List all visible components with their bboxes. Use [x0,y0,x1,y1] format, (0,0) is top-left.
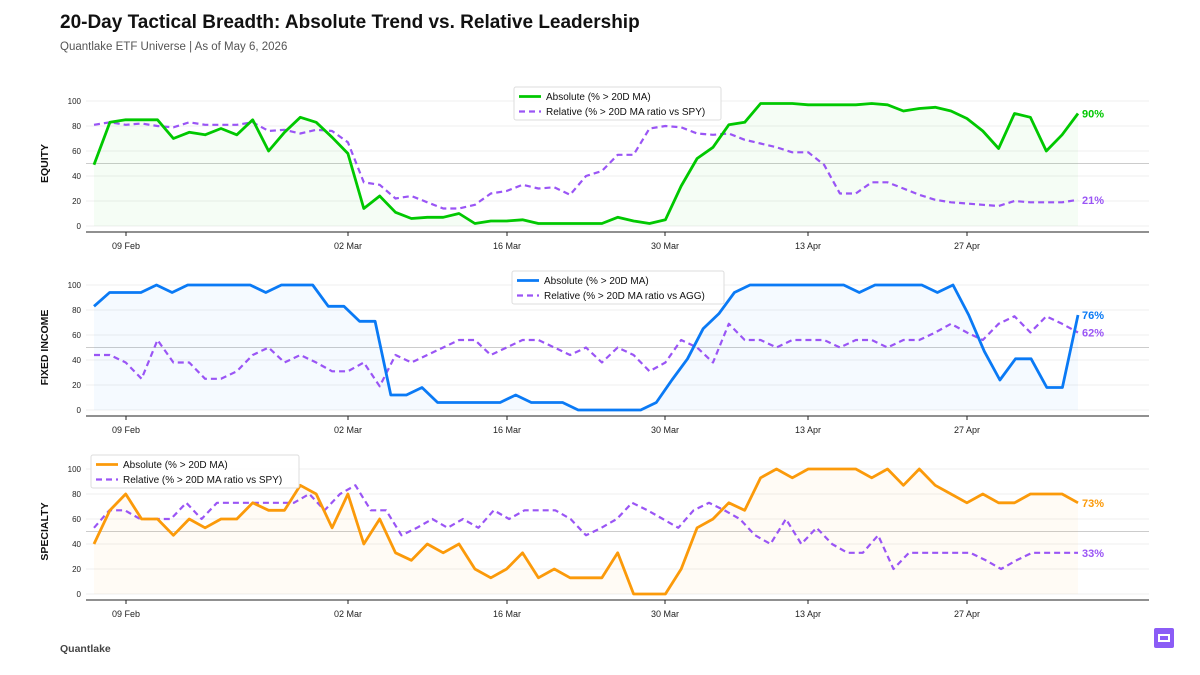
legend-box [511,270,725,305]
logo-icon [1154,628,1174,648]
y-tick-label: 60 [72,515,81,524]
y-tick-label: 100 [68,281,82,290]
absolute-line [92,102,1080,225]
panel-ylabel: EQUITY [39,144,51,183]
legend-label-absolute: Absolute (% > 20D MA) [123,460,228,471]
absolute-end-label: 73% [1082,498,1104,510]
x-tick-label: 16 Mar [493,425,521,435]
y-tick-label: 0 [77,222,82,231]
y-tick-label: 20 [72,197,81,206]
legend-label-absolute: Absolute (% > 20D MA) [546,92,651,103]
legend: Absolute (% > 20D MA) Relative (% > 20D M… [513,86,722,121]
absolute-area [94,103,1078,226]
chart-title: 20-Day Tactical Breadth: Absolute Trend … [60,12,640,33]
relative-line [93,484,1078,571]
x-tick-label: 13 Apr [795,425,821,435]
x-tick-label: 27 Apr [954,425,980,435]
y-tick-label: 60 [72,147,81,156]
y-tick-label: 100 [68,97,82,106]
x-tick-label: 13 Apr [795,241,821,251]
x-tick-label: 13 Apr [795,609,821,619]
y-tick-label: 100 [68,465,82,474]
legend-label-relative: Relative (% > 20D MA ratio vs AGG) [544,291,705,302]
absolute-line [93,283,1080,412]
y-tick-label: 20 [72,565,81,574]
x-tick-label: 16 Mar [493,609,521,619]
relative-end-label: 21% [1082,195,1104,207]
relative-line [93,121,1079,210]
absolute-end-label: 76% [1082,310,1104,322]
legend-label-relative: Relative (% > 20D MA ratio vs SPY) [123,475,282,486]
footer-brand: Quantlake [60,643,111,655]
relative-line [94,315,1079,388]
x-tick-label: 30 Mar [651,425,679,435]
x-tick-label: 27 Apr [954,609,980,619]
legend: Absolute (% > 20D MA) Relative (% > 20D M… [511,270,725,305]
y-tick-label: 80 [72,306,81,315]
absolute-end-label: 90% [1082,109,1104,121]
y-tick-label: 0 [77,406,82,415]
x-tick-label: 09 Feb [112,241,140,251]
y-tick-label: 40 [72,356,81,365]
absolute-line [92,467,1079,596]
legend-label-absolute: Absolute (% > 20D MA) [544,276,649,287]
x-tick-label: 16 Mar [493,241,521,251]
x-tick-label: 30 Mar [651,241,679,251]
y-tick-label: 0 [77,590,82,599]
y-tick-label: 80 [72,122,81,131]
x-tick-label: 30 Mar [651,609,679,619]
x-tick-label: 02 Mar [334,425,362,435]
absolute-area [94,285,1078,410]
panel-specialty: 0 20 40 60 80 100 09 Feb 02 Mar 16 Mar 30 Mar 13 A… [39,454,1149,619]
y-tick-label: 60 [72,331,81,340]
panel-ylabel: FIXED INCOME [39,310,51,386]
legend: Absolute (% > 20D MA) Relative (% > 20D M… [90,454,300,489]
panel-ylabel: SPECIALTY [39,502,51,560]
panel-fixed-income: 0 20 40 60 80 100 09 Feb 02 Mar 16 Mar 30 Mar 13 A… [39,270,1149,435]
x-tick-label: 27 Apr [954,241,980,251]
y-tick-label: 40 [72,540,81,549]
legend-box [90,454,300,489]
y-tick-label: 20 [72,381,81,390]
x-tick-label: 09 Feb [112,425,140,435]
relative-end-label: 62% [1082,328,1104,340]
legend-label-relative: Relative (% > 20D MA ratio vs SPY) [546,107,705,118]
relative-end-label: 33% [1082,548,1104,560]
absolute-area [94,469,1078,594]
legend-box [513,86,722,121]
y-tick-label: 80 [72,490,81,499]
x-tick-label: 02 Mar [334,609,362,619]
x-tick-label: 09 Feb [112,609,140,619]
chart-subtitle: Quantlake ETF Universe | As of May 6, 20… [60,41,288,53]
panel-equity: 0 20 40 60 80 100 09 Feb 02 Mar 16 Mar 30 Mar 13 A… [39,86,1149,251]
x-tick-label: 02 Mar [334,241,362,251]
y-tick-label: 40 [72,172,81,181]
